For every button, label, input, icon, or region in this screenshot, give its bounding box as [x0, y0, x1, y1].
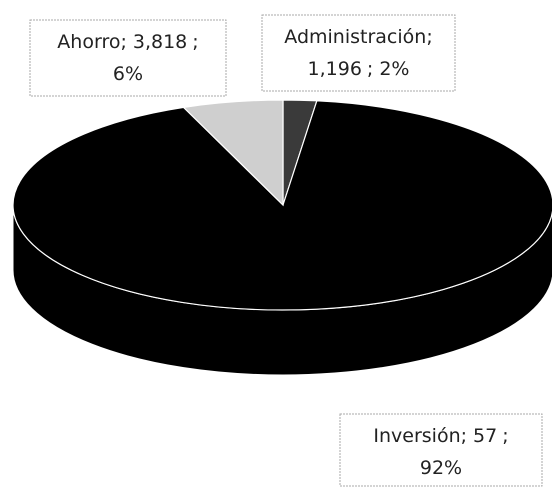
pie-slice [182, 99, 284, 207]
data-label-separator: ; [426, 26, 432, 48]
data-label: Ahorro; 3,818 ;6% [29, 19, 227, 97]
data-label-line: 6% [113, 63, 143, 85]
data-label-separator: ; [461, 425, 467, 447]
data-label-value: 3,818 [133, 31, 187, 53]
data-label-line: 92% [420, 457, 462, 479]
data-label-percent: 92% [420, 457, 462, 479]
data-label-line: Inversión; 57; [373, 425, 508, 447]
data-label-value: 57 [473, 425, 497, 447]
data-label-value: 1,196 [308, 58, 362, 80]
data-label-separator: ; [192, 31, 198, 53]
data-label: Administración;1,196; 2% [261, 14, 456, 92]
data-label-box [261, 14, 456, 92]
data-label: Inversión; 57 ;92% [339, 413, 543, 487]
data-label-box [29, 19, 227, 97]
data-label-category: Inversión [373, 425, 460, 447]
data-label-category: Ahorro [57, 31, 120, 53]
data-label-box [339, 413, 543, 487]
data-label-line: Administración; [284, 26, 432, 48]
data-label-category: Administración [284, 26, 426, 48]
data-label-line: Ahorro; 3,818; [57, 31, 198, 53]
data-label-separator: ; [367, 58, 373, 80]
data-label-separator: ; [120, 31, 126, 53]
data-label-separator: ; [502, 425, 508, 447]
data-label-percent: 2% [379, 58, 409, 80]
data-label-percent: 6% [113, 63, 143, 85]
pie-slice [12, 100, 552, 311]
data-label-line: 1,196; 2% [308, 58, 410, 80]
